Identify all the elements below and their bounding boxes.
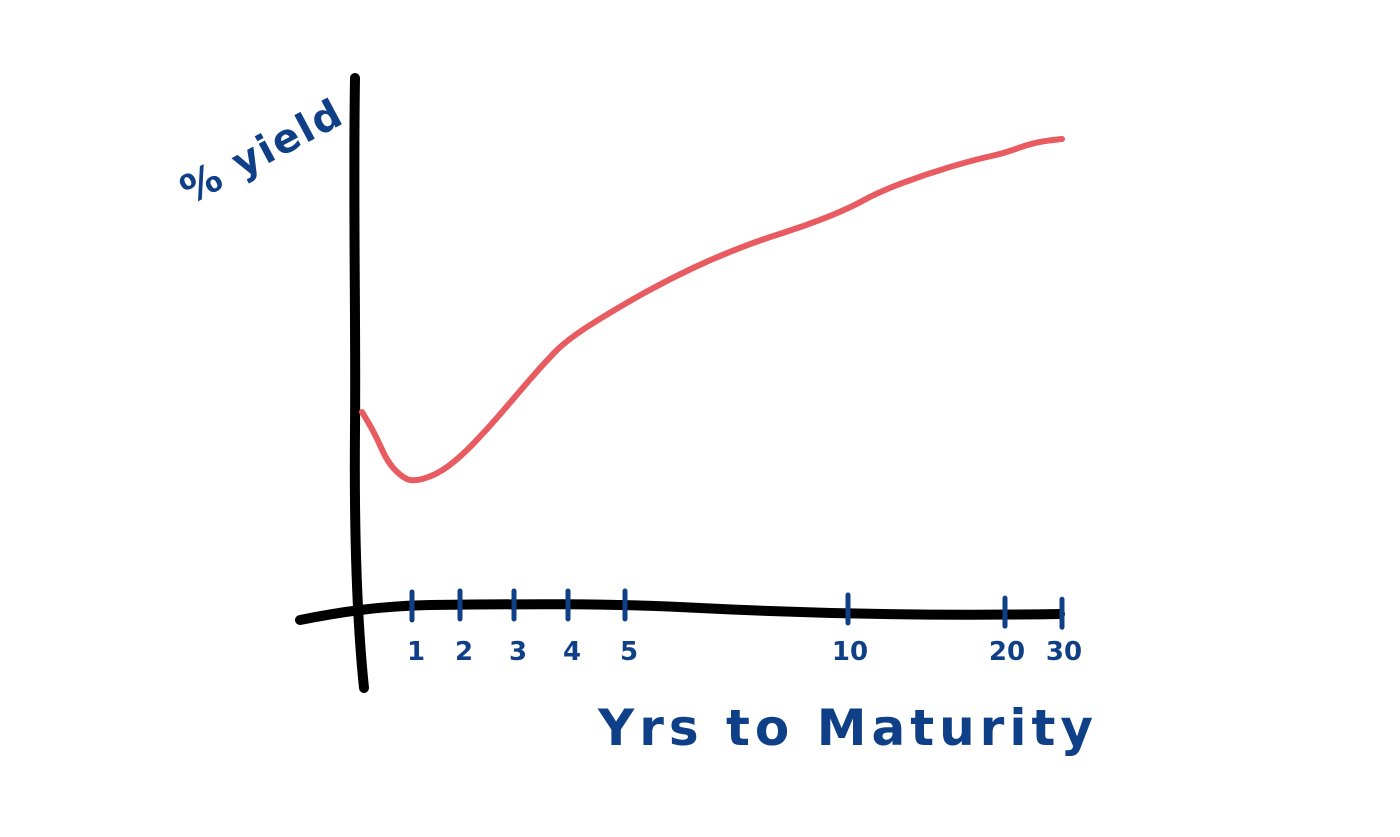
axes <box>295 73 1065 693</box>
x-tick-label-4: 4 <box>563 637 581 667</box>
x-tick-label-1: 1 <box>407 637 425 667</box>
x-ticks <box>409 588 1065 630</box>
x-axis-line <box>295 599 1065 625</box>
x-tick-label-5: 5 <box>620 637 638 667</box>
x-tick-label-3: 3 <box>509 637 527 667</box>
x-tick-labels: 1 2 3 4 5 10 20 30 <box>407 637 1082 667</box>
x-tick-label-2: 2 <box>455 637 473 667</box>
yield-curve-line <box>359 135 1066 484</box>
x-tick-label-30: 30 <box>1046 637 1082 667</box>
x-tick-label-20: 20 <box>989 637 1025 667</box>
y-axis-line <box>349 73 369 693</box>
x-axis-title: Yrs to Maturity <box>597 699 1098 757</box>
x-tick-label-10: 10 <box>832 637 868 667</box>
y-axis-title: % yield <box>173 90 351 214</box>
